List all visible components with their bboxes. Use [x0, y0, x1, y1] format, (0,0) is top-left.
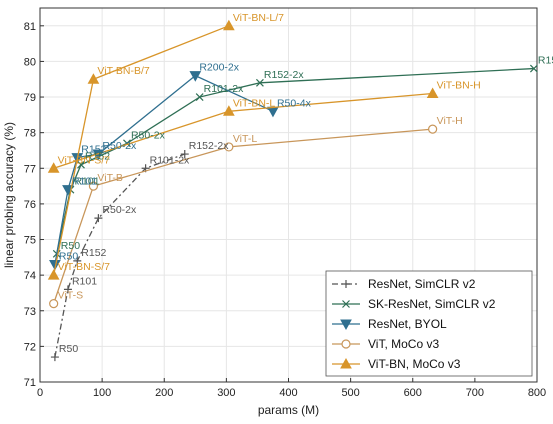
point-label: R50	[59, 343, 78, 355]
x-tick-label: 600	[404, 387, 422, 399]
axes: 0 100 200 300 400 500 600 700 800 71 72 73 74 75 76 77 7…	[24, 7, 546, 399]
legend-marker	[342, 300, 350, 308]
point-label: R101	[72, 176, 97, 188]
point-label: ViT-BN-S/7	[58, 261, 110, 273]
point-label: R200-2x	[199, 62, 239, 74]
series-line-3	[53, 128, 433, 304]
point-label: ViT-BN-B/7	[97, 65, 149, 77]
y-tick-label: 73	[24, 306, 36, 318]
point-label: R152-3x	[538, 55, 553, 67]
legend-entry: ViT, MoCo v3	[368, 337, 439, 351]
point-label: R152	[81, 144, 106, 156]
x-tick-label: 300	[217, 387, 235, 399]
point-label: ViT-S	[58, 290, 83, 302]
series-line-2	[54, 74, 274, 265]
point-label: ViT-BN-S/7	[58, 154, 110, 166]
point-marker	[224, 142, 234, 152]
point-marker	[94, 214, 103, 223]
legend-entry: ResNet, SimCLR v2	[368, 277, 476, 291]
point-marker	[49, 259, 61, 271]
legend-marker	[341, 339, 351, 349]
point-label: R50	[61, 240, 80, 252]
point-marker	[189, 71, 202, 82]
legend-box	[325, 270, 533, 377]
y-axis-label: linear probing accuracy (%)	[2, 122, 16, 268]
plot-frame	[39, 7, 538, 383]
x-tick-label: 400	[279, 387, 297, 399]
point-label: ViT-B	[97, 172, 122, 184]
point-label: R152-2x	[189, 140, 229, 152]
y-tick-label: 71	[24, 377, 36, 389]
x-tick-label: 0	[37, 387, 43, 399]
legend: ResNet, SimCLR v2 SK-ResNet, SimCLR v2 Res…	[325, 270, 533, 377]
y-tick-label: 80	[24, 56, 36, 68]
x-tick-label: 800	[528, 387, 546, 399]
legend-entry: ViT-BN, MoCo v3	[368, 357, 461, 371]
point-label: R152	[85, 151, 110, 163]
point-label: R50-4x	[277, 97, 312, 109]
point-marker	[50, 353, 59, 362]
point-marker	[428, 124, 438, 134]
point-marker	[63, 285, 72, 294]
point-label: ViT-BN-L	[233, 97, 276, 109]
point-label: R50-2x	[131, 129, 166, 141]
y-tick-label: 76	[24, 199, 36, 211]
point-labels: R50R101R152R50-2xR101-2xR152-2xR50R101R1…	[58, 12, 553, 355]
point-label: ViT-L	[233, 133, 257, 145]
point-marker	[180, 150, 189, 159]
point-marker	[223, 19, 235, 31]
x-tick-label: 200	[155, 387, 173, 399]
y-tick-label: 79	[24, 92, 36, 104]
point-label: R50	[59, 250, 78, 262]
point-label: R101	[74, 176, 99, 188]
point-label: ViT-H	[437, 115, 463, 127]
point-marker	[88, 181, 99, 191]
legend-marker	[340, 319, 352, 331]
point-marker	[73, 256, 82, 265]
point-label: R101	[72, 275, 97, 287]
point-marker	[47, 162, 60, 173]
point-marker	[426, 87, 439, 98]
series-layer	[47, 19, 538, 362]
point-marker	[77, 160, 85, 169]
legend-marker	[342, 280, 350, 288]
series-line-0	[54, 153, 185, 358]
point-marker	[49, 299, 59, 309]
y-tick-label: 78	[24, 128, 36, 140]
x-axis-label: params (M)	[258, 403, 319, 417]
point-marker	[47, 269, 60, 280]
point-label: R101-2x	[150, 154, 190, 166]
y-tick-label: 72	[24, 341, 36, 353]
y-tick-label: 77	[24, 163, 36, 175]
y-tick-label: 81	[24, 21, 36, 33]
legend-entry: SK-ResNet, SimCLR v2	[368, 297, 496, 311]
point-marker	[255, 78, 264, 87]
legend-marker	[340, 357, 352, 369]
y-tick-label: 75	[24, 235, 36, 247]
x-tick-label: 500	[341, 387, 359, 399]
point-label: R50-2x	[102, 140, 137, 152]
point-marker	[223, 105, 235, 116]
point-marker	[195, 93, 204, 101]
point-label: R152-2x	[264, 69, 304, 81]
y-tick-label: 74	[24, 270, 36, 282]
legend-entry: ResNet, BYOL	[368, 317, 447, 331]
point-label: R101-2x	[204, 83, 244, 95]
point-label: ViT-BN-L/7	[233, 12, 284, 24]
point-label: R50-2x	[102, 204, 137, 216]
point-label: R152	[81, 247, 106, 259]
x-tick-label: 100	[93, 387, 111, 399]
x-tick-label: 700	[466, 387, 484, 399]
point-label: ViT-BN-H	[437, 79, 481, 91]
point-marker	[87, 73, 100, 84]
point-marker	[529, 64, 538, 73]
